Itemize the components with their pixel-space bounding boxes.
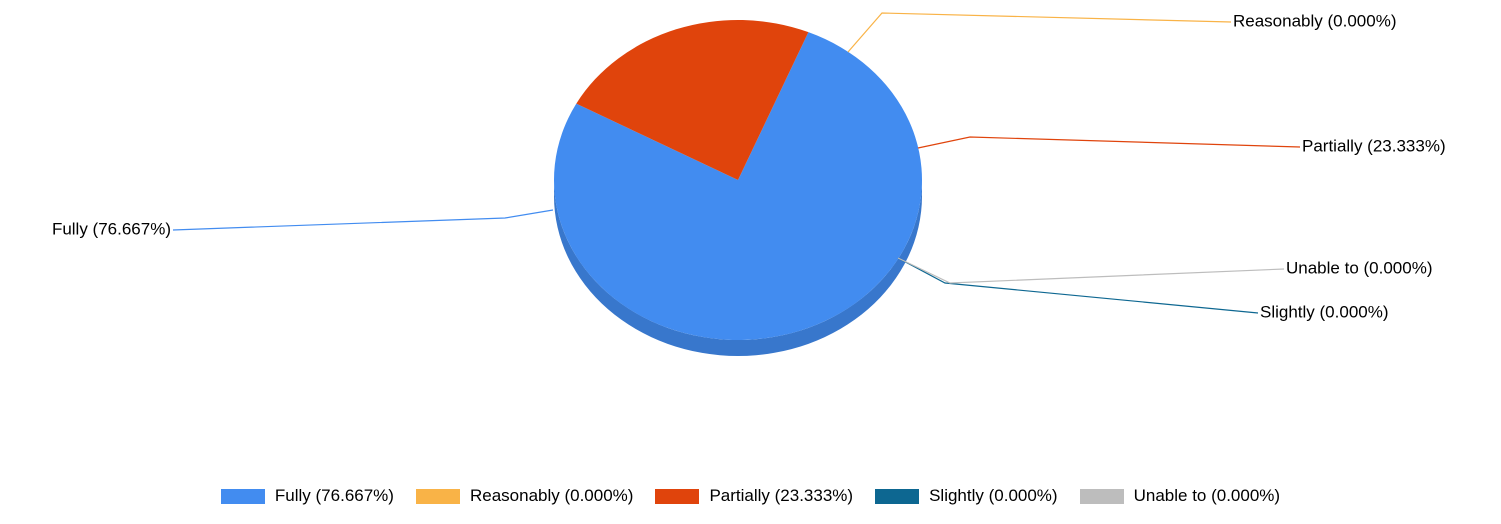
leader-line-partially	[917, 136, 1301, 149]
legend-swatch-slightly	[875, 488, 920, 504]
legend-item-fully[interactable]: Fully (76.667%)	[220, 486, 394, 506]
legend-swatch-reasonably	[415, 488, 460, 504]
leader-line-unable-to	[897, 257, 1285, 284]
callout-label-slightly: Slightly (0.000%)	[1260, 302, 1389, 321]
legend-label-fully: Fully (76.667%)	[274, 486, 394, 505]
legend-label-reasonably: Reasonably (0.000%)	[469, 486, 634, 505]
legend-label-partially: Partially (23.333%)	[709, 486, 854, 505]
legend-swatch-partially	[655, 488, 700, 504]
legend-swatch-fully	[220, 488, 265, 504]
legend-item-slightly[interactable]: Slightly (0.000%)	[875, 486, 1058, 506]
callout-label-fully: Fully (76.667%)	[52, 219, 171, 238]
chart-legend: Fully (76.667%) Reasonably (0.000%) Part…	[0, 486, 1501, 506]
leader-line-reasonably	[847, 12, 1232, 53]
legend-label-slightly: Slightly (0.000%)	[929, 486, 1058, 505]
pie-callouts: Fully (76.667%) Reasonably (0.000%) Partia…	[52, 11, 1446, 321]
callout-label-unable-to: Unable to (0.000%)	[1286, 258, 1432, 277]
legend-item-unable-to[interactable]: Unable to (0.000%)	[1079, 486, 1281, 506]
leader-line-slightly	[897, 257, 1259, 314]
legend-item-reasonably[interactable]: Reasonably (0.000%)	[415, 486, 634, 506]
callout-label-partially: Partially (23.333%)	[1302, 136, 1446, 155]
legend-swatch-unable-to	[1079, 488, 1124, 504]
legend-item-partially[interactable]: Partially (23.333%)	[655, 486, 853, 506]
pie-slice-partially[interactable]	[576, 19, 809, 181]
pie-slice-fully[interactable]	[554, 32, 922, 341]
pie-slices	[554, 19, 922, 341]
legend-label-unable-to: Unable to (0.000%)	[1133, 486, 1281, 505]
callout-label-reasonably: Reasonably (0.000%)	[1233, 11, 1396, 30]
leader-line-fully	[172, 209, 554, 231]
